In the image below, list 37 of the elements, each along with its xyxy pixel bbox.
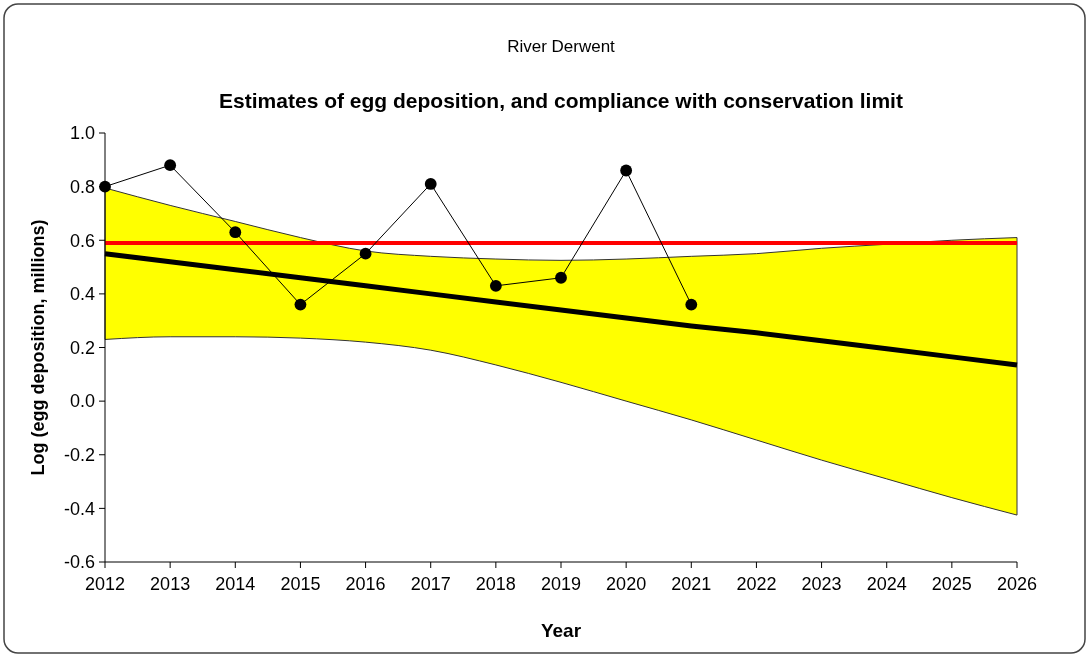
y-tick-label: -0.4 — [63, 498, 95, 519]
x-tick-label: 2022 — [736, 574, 777, 594]
y-tick-label: -0.6 — [63, 552, 95, 573]
point — [620, 164, 633, 177]
x-tick-label: 2024 — [866, 574, 907, 594]
x-tick-label: 2015 — [280, 574, 321, 594]
x-tick-label: 2018 — [475, 574, 516, 594]
point — [294, 298, 307, 311]
point — [489, 279, 502, 292]
y-tick-label: -0.2 — [63, 445, 95, 466]
x-tick-label: 2014 — [215, 574, 256, 594]
x-tick-label: 2020 — [606, 574, 647, 594]
x-tick-label: 2023 — [801, 574, 842, 594]
x-tick-label: 2021 — [671, 574, 712, 594]
x-tick-label: 2019 — [540, 574, 582, 594]
y-axis-title: Log (egg deposition, millions) — [28, 219, 48, 476]
y-tick-label: 0.4 — [69, 284, 95, 305]
point — [229, 226, 242, 239]
y-tick-label: 0.2 — [69, 337, 95, 358]
point — [359, 247, 372, 260]
y-tick-label: 0.0 — [69, 391, 95, 412]
y-tick-label: 0.8 — [69, 176, 95, 197]
point — [685, 298, 698, 311]
chart-subtitle: Estimates of egg deposition, and compliance with conservation limit — [219, 89, 903, 112]
y-tick-label: 1.0 — [69, 123, 95, 144]
x-tick-label: 2017 — [410, 574, 451, 594]
x-tick-label: 2012 — [84, 574, 126, 594]
point — [164, 159, 177, 172]
point — [424, 178, 437, 190]
y-tick-label: 0.6 — [69, 230, 95, 251]
x-tick-label: 2026 — [996, 574, 1038, 594]
x-tick-label: 2016 — [345, 574, 386, 594]
x-axis-title: Year — [540, 620, 582, 641]
x-tick-label: 2025 — [931, 574, 972, 594]
chart-title: River Derwent — [507, 37, 616, 56]
point — [555, 271, 567, 284]
x-tick-label: 2013 — [150, 574, 191, 594]
